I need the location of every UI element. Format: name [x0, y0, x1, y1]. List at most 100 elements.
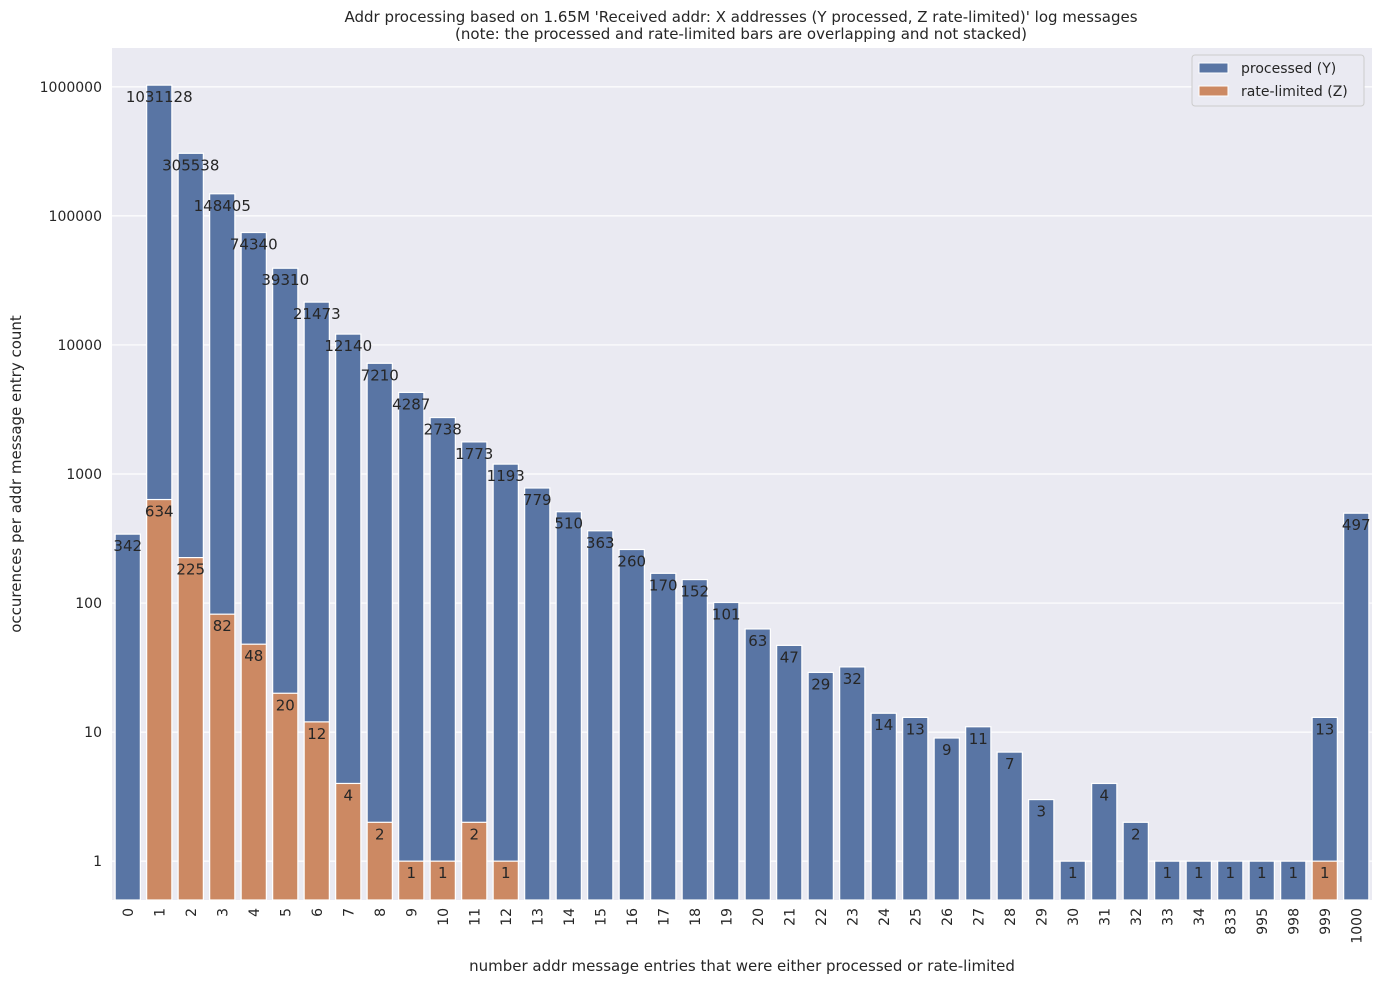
- data-label: 32: [843, 670, 862, 688]
- data-label: 39310: [261, 271, 309, 289]
- data-label: 152: [680, 583, 709, 601]
- x-tick-label: 19: [719, 908, 735, 926]
- x-tick-label: 833: [1223, 908, 1239, 935]
- x-tick-label: 995: [1255, 908, 1271, 935]
- bar-processed: [933, 737, 960, 901]
- bar-processed: [1248, 860, 1275, 901]
- data-label: 2738: [424, 421, 462, 439]
- bar-processed: [744, 628, 771, 901]
- legend-box: [1191, 54, 1365, 107]
- x-tick-label: 32: [1129, 908, 1145, 926]
- data-label: 2: [469, 825, 479, 843]
- data-label: 101: [712, 605, 741, 623]
- x-tick-label: 15: [593, 908, 609, 926]
- x-tick-label: 4: [247, 908, 263, 917]
- x-tick-label: 7: [341, 908, 357, 917]
- bar-rate-limited: [429, 860, 456, 901]
- data-label: 1: [1225, 864, 1235, 882]
- x-tick-label: 12: [499, 908, 515, 926]
- bar-processed: [1091, 782, 1118, 901]
- x-tick-label: 16: [625, 908, 641, 926]
- x-tick-label: 998: [1286, 908, 1302, 935]
- bar-processed: [492, 463, 519, 901]
- bar-processed: [965, 726, 992, 901]
- x-tick-label: 9: [404, 908, 420, 917]
- data-label: 1: [406, 864, 416, 882]
- bar-processed: [1280, 860, 1307, 901]
- bar-rate-limited: [492, 860, 519, 901]
- bar-rate-limited: [303, 721, 330, 901]
- data-label: 9: [942, 741, 952, 759]
- legend-swatch-rate-limited: [1198, 85, 1229, 97]
- data-label: 1: [1194, 864, 1204, 882]
- y-tick-label: 100: [75, 596, 102, 612]
- data-label: 20: [276, 696, 295, 714]
- x-tick-label: 1000: [1349, 908, 1365, 944]
- data-label: 148405: [194, 197, 251, 215]
- legend-label-rate-limited: rate-limited (Z): [1241, 84, 1348, 100]
- data-label: 510: [554, 515, 583, 533]
- data-label: 82: [213, 617, 232, 635]
- x-tick-label: 8: [373, 908, 389, 917]
- x-tick-label: 11: [467, 908, 483, 926]
- y-tick-label: 10000: [57, 338, 102, 354]
- data-label: 4287: [392, 395, 430, 413]
- data-label: 634: [145, 503, 174, 521]
- bar-rate-limited: [366, 821, 393, 901]
- x-axis-label: number addr message entries that were ei…: [469, 957, 1015, 975]
- data-label: 779: [523, 491, 552, 509]
- bar-rate-limited: [461, 821, 488, 901]
- data-label: 1: [438, 864, 448, 882]
- x-tick-label: 20: [751, 908, 767, 926]
- bar-rate-limited: [272, 692, 299, 901]
- data-label: 363: [586, 534, 615, 552]
- data-label: 2: [375, 825, 385, 843]
- data-label: 7210: [361, 366, 399, 384]
- legend: processed (Y) rate-limited (Z): [1191, 54, 1365, 107]
- x-tick-label: 27: [971, 908, 987, 926]
- data-label: 7: [1005, 755, 1015, 773]
- data-label: 13: [906, 720, 925, 738]
- x-tick-label: 6: [310, 908, 326, 917]
- y-tick-label: 1000: [66, 467, 102, 483]
- data-label: 48: [244, 647, 263, 665]
- bar-processed: [555, 511, 582, 901]
- data-label: 47: [780, 648, 799, 666]
- bar-processed: [807, 671, 834, 901]
- x-tick-label: 2: [184, 908, 200, 917]
- bar-processed: [1343, 512, 1370, 901]
- bar-rate-limited: [335, 782, 362, 901]
- data-label: 225: [176, 561, 205, 579]
- data-label: 170: [649, 576, 678, 594]
- x-tick-label: 28: [1003, 908, 1019, 926]
- bar-rate-limited: [209, 613, 236, 901]
- y-tick-label: 1000000: [40, 80, 102, 96]
- bar-rate-limited: [146, 498, 173, 901]
- bar-processed: [429, 416, 456, 901]
- bar-processed: [681, 578, 708, 901]
- data-label: 260: [617, 552, 646, 570]
- bar-processed: [524, 487, 551, 901]
- data-label: 1773: [455, 445, 493, 463]
- x-tick-label: 999: [1318, 908, 1334, 935]
- chart-subtitle: (note: the processed and rate-limited ba…: [455, 25, 1027, 43]
- bar-processed: [996, 751, 1023, 901]
- y-tick-label: 1: [93, 854, 102, 870]
- data-label: 63: [748, 632, 767, 650]
- x-tick-label: 21: [782, 908, 798, 926]
- bar-processed: [366, 362, 393, 901]
- x-tick-label: 29: [1034, 908, 1050, 926]
- x-tick-label: 5: [278, 908, 294, 917]
- bar-processed: [1028, 798, 1055, 901]
- data-label: 12140: [324, 337, 372, 355]
- x-tick-label: 18: [688, 908, 704, 926]
- data-label: 29: [811, 675, 830, 693]
- bar-processed: [1217, 860, 1244, 901]
- bar-rate-limited: [240, 643, 267, 901]
- data-label: 2: [1131, 825, 1141, 843]
- bar-processed: [839, 666, 866, 901]
- data-label: 11: [969, 730, 988, 748]
- data-label: 4: [343, 786, 353, 804]
- chart-title: Addr processing based on 1.65M 'Received…: [344, 8, 1137, 26]
